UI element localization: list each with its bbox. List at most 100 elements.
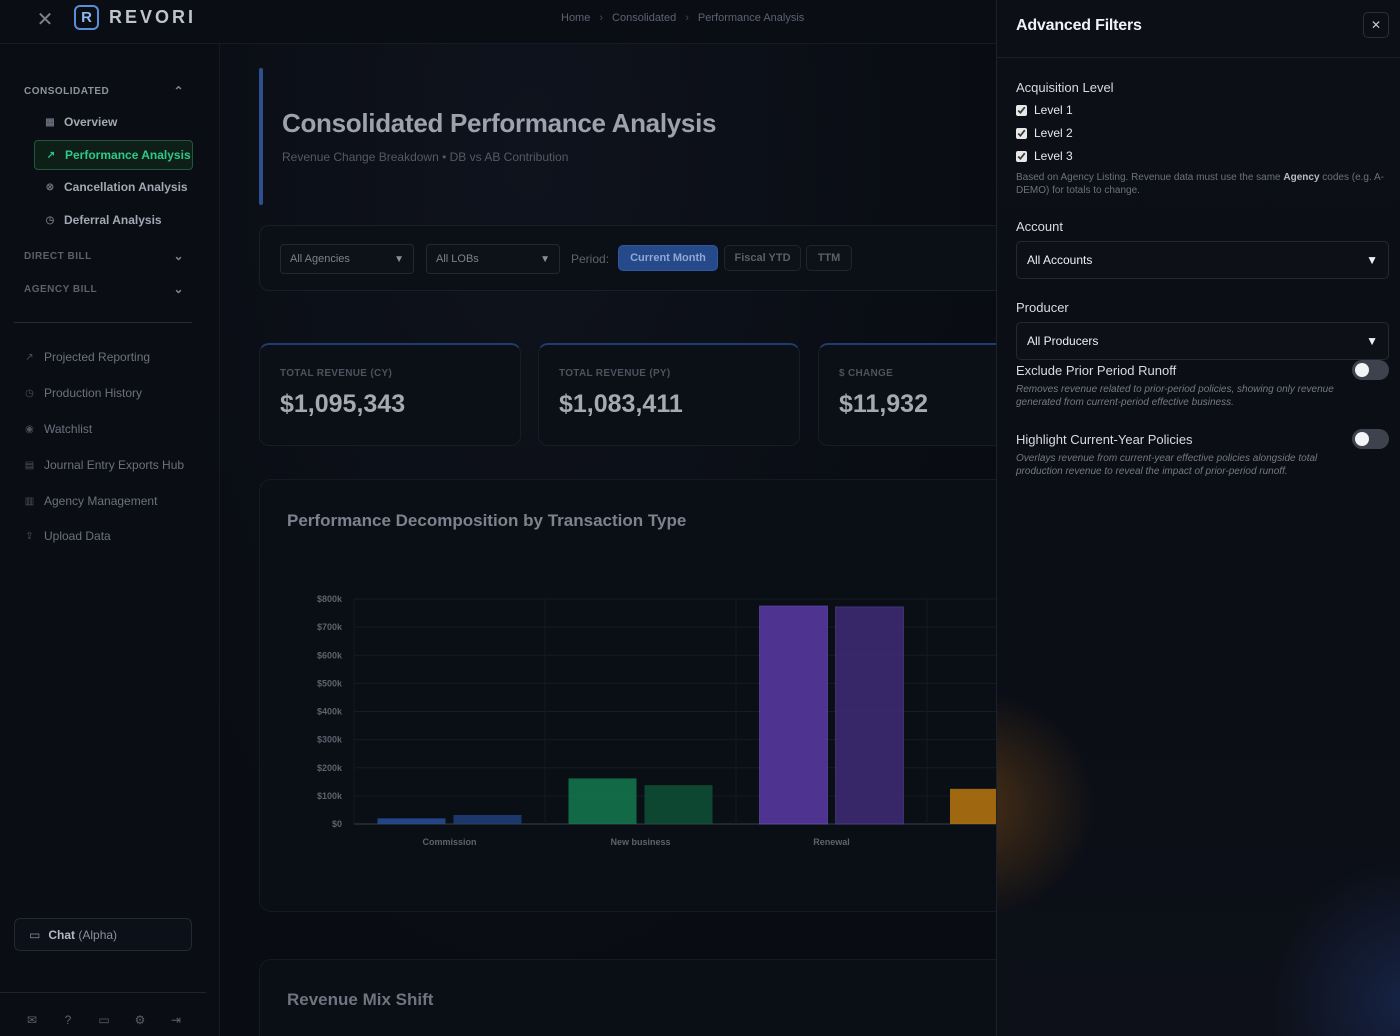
account-select[interactable]: All Accounts ▼ <box>1016 241 1389 279</box>
sidebar-item-label: Agency Management <box>44 494 158 508</box>
background-glow <box>997 690 1097 920</box>
section-label: DIRECT BILL <box>24 250 92 262</box>
select-value: All Accounts <box>1027 253 1093 267</box>
sidebar-item-deferral-analysis[interactable]: ◷ Deferral Analysis <box>34 205 193 235</box>
x-tick-label: Commission <box>422 837 476 847</box>
sidebar-item-label: Watchlist <box>44 422 93 436</box>
sidebar-item-journal-entry-exports[interactable]: ▤ Journal Entry Exports Hub <box>24 455 184 475</box>
title-accent-bar <box>259 68 263 205</box>
agencies-select[interactable]: All Agencies ▼ <box>280 244 414 274</box>
period-current-month-button[interactable]: Current Month <box>618 245 718 271</box>
sidebar-item-agency-management[interactable]: ▥ Agency Management <box>24 491 158 511</box>
sidebar-item-cancellation-analysis[interactable]: ⊗ Cancellation Analysis <box>34 172 193 202</box>
section-consolidated[interactable]: CONSOLIDATED ⌃ <box>24 84 184 98</box>
level-1-checkbox-row[interactable]: Level 1 <box>1016 103 1073 117</box>
sidebar-item-performance-analysis[interactable]: ↗ Performance Analysis <box>34 140 193 170</box>
decomposition-chart-card: Performance Decomposition by Transaction… <box>259 479 996 912</box>
y-tick-label: $700k <box>317 622 343 632</box>
period-fiscal-ytd-button[interactable]: Fiscal YTD <box>724 245 801 271</box>
chevron-down-icon: ⌄ <box>173 249 184 263</box>
sidebar-item-watchlist[interactable]: ◉ Watchlist <box>24 419 92 439</box>
top-bar: ✕ R REVORI Home › Consolidated › Perform… <box>0 0 996 44</box>
level-3-checkbox-row[interactable]: Level 3 <box>1016 149 1073 163</box>
trend-icon: ↗ <box>25 351 34 363</box>
sidebar-item-projected-reporting[interactable]: ↗ Projected Reporting <box>24 347 150 367</box>
logo-mark-icon: R <box>74 5 99 30</box>
select-value: All LOBs <box>436 253 479 265</box>
bar <box>453 815 522 824</box>
sidebar-item-production-history[interactable]: ◷ Production History <box>24 383 142 403</box>
kpi-label: TOTAL REVENUE (PY) <box>559 368 671 379</box>
breadcrumb-home[interactable]: Home <box>561 12 591 24</box>
decomposition-bar-chart: $0 $100k $200k $300k $400k $500k $600k $700k $80… <box>317 594 996 847</box>
chat-button[interactable]: ▭ Chat (Alpha) <box>14 918 192 951</box>
cancel-circle-icon: ⊗ <box>45 181 55 193</box>
period-label: Period: <box>571 252 610 266</box>
y-tick-label: $400k <box>317 707 343 717</box>
section-agency-bill[interactable]: AGENCY BILL ⌄ <box>24 282 184 296</box>
upload-icon: ⇪ <box>25 530 34 542</box>
highlight-cy-toggle[interactable] <box>1352 429 1389 449</box>
toggle-label: Highlight Current-Year Policies <box>1016 431 1193 447</box>
kpi-card-dollar-change: $ CHANGE $11,932 <box>818 343 996 446</box>
lobs-select[interactable]: All LOBs ▼ <box>426 244 560 274</box>
bar <box>950 788 996 824</box>
panel-header: Advanced Filters ✕ <box>997 0 1400 58</box>
y-tick-label: $600k <box>317 650 343 660</box>
exclude-runoff-row: Exclude Prior Period Runoff <box>1016 360 1389 380</box>
sidebar-divider <box>14 322 192 323</box>
building-icon: ▥ <box>24 495 35 507</box>
level-2-checkbox[interactable] <box>1016 127 1027 139</box>
section-label: AGENCY BILL <box>24 283 98 295</box>
chevron-right-icon: › <box>685 12 689 24</box>
mail-icon[interactable]: ✉ <box>26 1013 38 1027</box>
chart-title: Performance Decomposition by Transaction… <box>287 511 687 530</box>
kpi-value: $1,095,343 <box>280 390 406 418</box>
level-3-checkbox[interactable] <box>1016 150 1027 162</box>
mix-title: Revenue Mix Shift <box>287 990 434 1009</box>
sidebar-item-label: Upload Data <box>44 529 111 543</box>
breadcrumb: Home › Consolidated › Performance Analys… <box>561 12 804 24</box>
breadcrumb-consolidated[interactable]: Consolidated <box>612 12 677 24</box>
y-tick-label: $100k <box>317 791 343 801</box>
kpi-card-revenue-py: TOTAL REVENUE (PY) $1,083,411 <box>538 343 800 446</box>
exclude-runoff-toggle[interactable] <box>1352 360 1389 380</box>
sidebar-item-upload-data[interactable]: ⇪ Upload Data <box>24 526 111 546</box>
sidebar-item-overview[interactable]: ▦ Overview <box>34 107 193 137</box>
checkbox-label: Level 2 <box>1034 126 1073 140</box>
caret-down-icon: ▼ <box>1366 334 1378 348</box>
close-icon[interactable]: ✕ <box>1363 12 1389 38</box>
gear-icon[interactable]: ⚙ <box>134 1013 146 1027</box>
kpi-value: $1,083,411 <box>559 390 683 418</box>
sidebar: CONSOLIDATED ⌃ ▦ Overview ↗ Performance … <box>0 44 220 1036</box>
level-2-checkbox-row[interactable]: Level 2 <box>1016 126 1073 140</box>
acquisition-level-label: Acquisition Level <box>1016 80 1114 95</box>
producer-select[interactable]: All Producers ▼ <box>1016 322 1389 360</box>
card-icon[interactable]: ▭ <box>98 1013 110 1027</box>
caret-down-icon: ▼ <box>1366 253 1378 267</box>
main-content: Consolidated Performance Analysis Revenu… <box>220 44 996 1036</box>
kpi-label: TOTAL REVENUE (CY) <box>280 368 393 379</box>
period-ttm-button[interactable]: TTM <box>806 245 852 271</box>
brand-name: REVORI <box>109 7 197 27</box>
kpi-card-revenue-cy: TOTAL REVENUE (CY) $1,095,343 <box>259 343 521 446</box>
logout-icon[interactable]: ⇥ <box>170 1013 182 1027</box>
logo[interactable]: R REVORI <box>74 5 196 30</box>
caret-down-icon: ▼ <box>540 253 550 265</box>
y-tick-label: $500k <box>317 678 343 688</box>
toggle-label: Exclude Prior Period Runoff <box>1016 362 1177 378</box>
kpi-label: $ CHANGE <box>839 368 894 379</box>
trend-icon: ↗ <box>46 149 56 161</box>
chevron-up-icon: ⌃ <box>173 84 184 98</box>
breadcrumb-current: Performance Analysis <box>697 12 805 24</box>
sidebar-item-label: Projected Reporting <box>44 350 151 364</box>
close-icon[interactable]: ✕ <box>36 8 54 31</box>
section-direct-bill[interactable]: DIRECT BILL ⌄ <box>24 249 184 263</box>
y-tick-label: $300k <box>317 735 343 745</box>
eye-icon: ◉ <box>25 423 34 435</box>
caret-down-icon: ▼ <box>394 253 404 265</box>
x-tick-label: New business <box>610 837 670 847</box>
section-label: CONSOLIDATED <box>24 85 110 97</box>
help-icon[interactable]: ? <box>64 1013 72 1027</box>
level-1-checkbox[interactable] <box>1016 104 1027 116</box>
